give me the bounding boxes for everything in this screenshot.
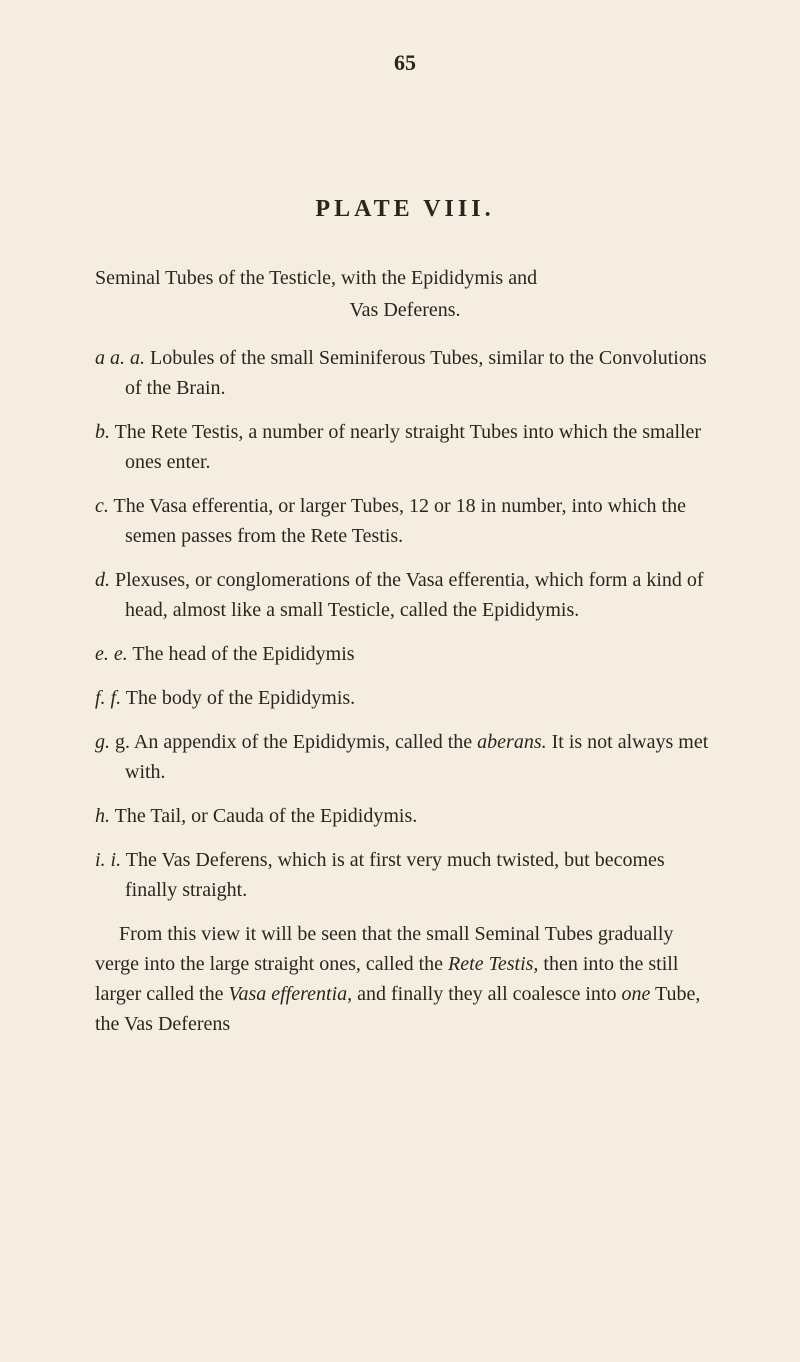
entry-a: a a. a. Lobules of the small Seminiferou… [95,343,715,403]
entry-h-text: The Tail, or Cauda of the Epididymis. [115,805,418,827]
entry-g-italic: aberans. [477,731,546,753]
plate-title: PLATE VIII. [95,196,715,223]
entry-c-label: c. [95,495,109,517]
closing-italic-1: Rete Testis, [448,953,538,975]
entry-c: c. The Vasa efferentia, or larger Tubes,… [95,491,715,551]
entry-i: i. i. The Vas Deferens, which is at firs… [95,845,715,905]
entry-h-label: h. [95,805,110,827]
entry-g: g. g. An appendix of the Epididymis, cal… [95,727,715,787]
entry-g-text-pre: g. An appendix of the Epididymis, called… [115,731,477,753]
entry-e-text: The head of the Epididymis [132,643,354,665]
entry-a-text: Lobules of the small Seminiferous Tubes,… [125,347,707,399]
entry-e-label: e. e. [95,643,128,665]
entry-f-text: The body of the Epididymis. [126,687,355,709]
entry-e: e. e. The head of the Epididymis [95,639,715,669]
entry-d: d. Plexuses, or conglomerations of the V… [95,565,715,625]
entry-d-label: d. [95,569,110,591]
intro-line-1: Seminal Tubes of the Testicle, with the … [95,263,715,293]
entry-i-label: i. i. [95,849,121,871]
entry-b-text: The Rete Testis, a number of nearly stra… [115,421,701,473]
entry-f-label: f. f. [95,687,121,709]
entry-h: h. The Tail, or Cauda of the Epididymis. [95,801,715,831]
page-number: 65 [95,50,715,76]
entry-f: f. f. The body of the Epididymis. [95,683,715,713]
entry-b-label: b. [95,421,110,443]
closing-mid2: and finally they all coalesce into [352,983,621,1005]
entry-c-text: The Vasa efferentia, or larger Tubes, 12… [114,495,686,547]
closing-paragraph: From this view it will be seen that the … [95,919,715,1039]
entry-i-text: The Vas Deferens, which is at first very… [125,849,665,901]
entry-b: b. The Rete Testis, a number of nearly s… [95,417,715,477]
closing-italic-2: Vasa efferentia, [228,983,352,1005]
entry-d-text: Plexuses, or conglomerations of the Vasa… [115,569,704,621]
entry-g-label: g. [95,731,110,753]
entry-a-label: a a. a. [95,347,145,369]
intro-line-2: Vas Deferens. [95,295,715,325]
closing-italic-3: one [622,983,651,1005]
